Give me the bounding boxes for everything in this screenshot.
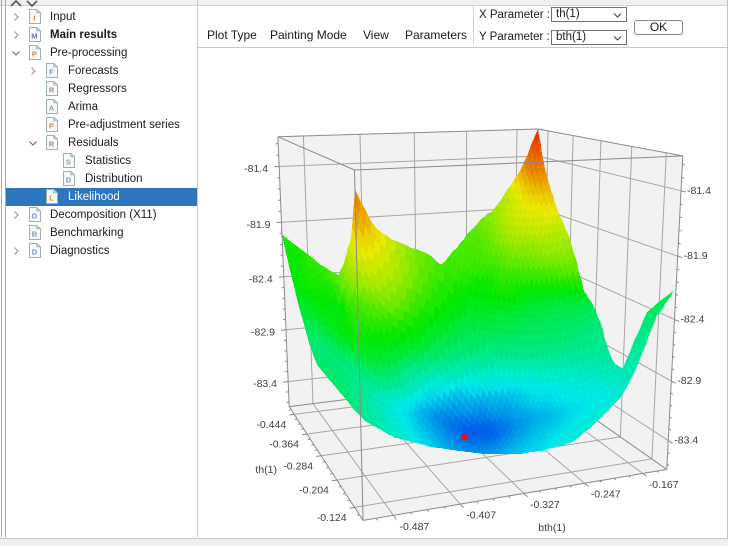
svg-text:P: P [32,49,37,58]
svg-text:-82.9: -82.9 [251,326,275,338]
svg-text:-81.4: -81.4 [687,185,711,197]
svg-text:-0.364: -0.364 [269,439,299,451]
svg-text:-82.4: -82.4 [249,273,273,285]
svg-text:D: D [66,175,72,184]
svg-text:R: R [49,139,55,148]
svg-text:D: D [32,247,38,256]
svg-text:P: P [49,121,54,130]
svg-text:-81.4: -81.4 [244,163,268,175]
svg-text:A: A [49,103,55,112]
svg-text:B: B [32,229,38,238]
svg-text:bth(1): bth(1) [538,522,565,534]
svg-text:-0.124: -0.124 [317,512,347,524]
svg-text:-0.284: -0.284 [283,460,313,472]
svg-text:-0.487: -0.487 [400,521,430,533]
svg-text:-81.9: -81.9 [247,219,271,231]
svg-text:-82.4: -82.4 [680,313,704,325]
svg-text:-0.204: -0.204 [299,485,329,497]
svg-text:-0.167: -0.167 [649,479,679,491]
svg-text:I: I [33,13,35,22]
svg-text:S: S [66,157,71,166]
svg-text:-0.407: -0.407 [466,510,496,522]
svg-text:F: F [49,67,54,76]
svg-text:th(1): th(1) [255,464,277,476]
svg-text:-82.9: -82.9 [677,375,701,387]
svg-text:-81.9: -81.9 [684,250,708,262]
svg-text:-83.4: -83.4 [674,435,698,447]
svg-text:D: D [32,211,38,220]
svg-text:M: M [31,31,37,40]
svg-text:-0.327: -0.327 [530,499,560,511]
svg-text:-83.4: -83.4 [253,378,277,390]
svg-text:L: L [49,193,54,202]
svg-text:R: R [49,85,55,94]
svg-text:-0.444: -0.444 [256,419,286,431]
svg-text:-0.247: -0.247 [591,489,621,501]
